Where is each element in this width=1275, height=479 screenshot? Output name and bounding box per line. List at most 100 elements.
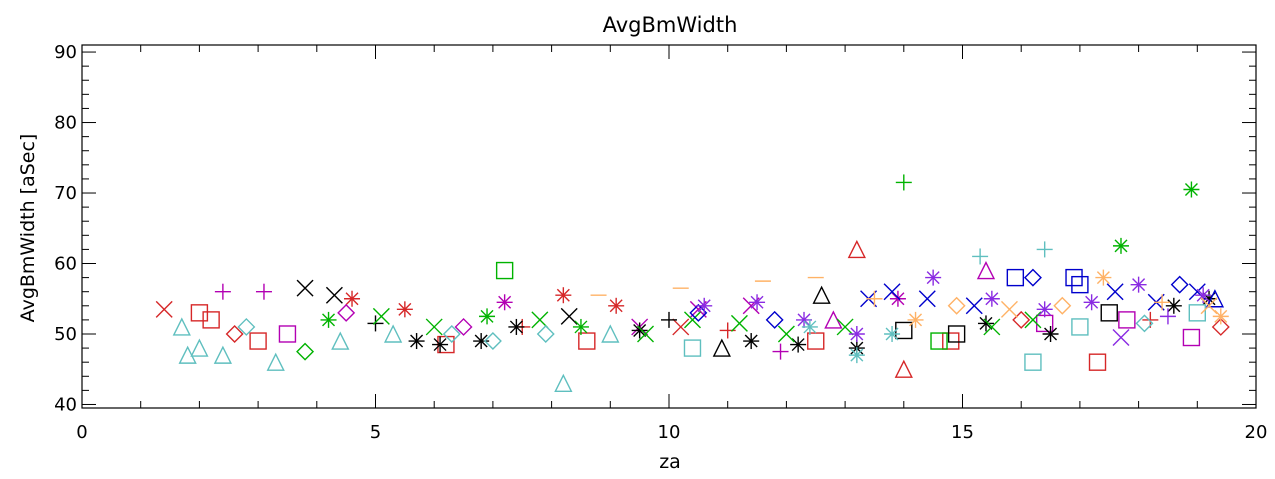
point-stroke [509, 320, 523, 334]
point-stroke [1038, 302, 1052, 316]
data-point-s6-p9 [1112, 329, 1130, 347]
data-point-s6-p5 [925, 269, 942, 286]
data-point-s1-p12 [608, 297, 625, 314]
data-point-s4-p2 [320, 311, 337, 328]
data-point-s5-p15 [1205, 289, 1225, 308]
point-stroke [1024, 311, 1042, 329]
y-tick-label: 90 [54, 42, 77, 63]
data-point-s8-p13 [1212, 308, 1229, 325]
data-point-s5-p13 [1170, 275, 1189, 294]
data-point-s1-p18 [942, 332, 960, 350]
point-stroke [1044, 327, 1058, 341]
point-stroke [633, 323, 647, 337]
y-tick-label: 60 [54, 254, 77, 275]
point-shape [947, 325, 966, 343]
point-shape [578, 332, 596, 350]
data-point-s2-p5 [454, 317, 473, 336]
data-point-s8-p9 [1053, 296, 1072, 315]
data-point-s2-p3 [278, 325, 297, 343]
point-stroke [556, 288, 570, 302]
data-point-s6-p4 [848, 325, 865, 342]
data-point-s4-p13 [836, 318, 854, 336]
data-point-s1-p4 [225, 325, 244, 343]
data-point-s6-p10 [1130, 276, 1147, 293]
data-point-s3-p8 [560, 307, 578, 325]
point-shape [930, 332, 948, 350]
data-point-s1-p3 [202, 311, 220, 329]
point-shape [1135, 314, 1154, 333]
data-point-s7-p11 [536, 325, 555, 343]
data-point-s3-p17 [947, 325, 966, 343]
point-stroke [744, 334, 758, 348]
data-point-s2-p4 [337, 303, 356, 322]
point-stroke [836, 318, 854, 336]
data-point-s4-p15 [930, 332, 948, 350]
data-point-s7-p7 [331, 331, 350, 350]
data-point-s6-p6 [983, 290, 1000, 307]
data-point-s3-p11 [712, 338, 731, 357]
data-point-s8-p11 [1154, 294, 1171, 311]
point-stroke [672, 318, 690, 336]
data-point-s6-p2 [749, 294, 766, 311]
data-point-s7-p9 [442, 325, 461, 343]
data-point-s3-p2 [325, 286, 343, 304]
point-stroke [1000, 300, 1018, 318]
data-point-s3-p1 [296, 279, 314, 297]
data-point-s7-p21 [1071, 318, 1089, 336]
data-point-s5-p5 [918, 290, 936, 308]
point-stroke [425, 318, 443, 336]
point-stroke [410, 334, 424, 348]
point-shape [249, 332, 267, 350]
point-shape [807, 332, 825, 350]
data-point-s3-p14 [812, 285, 831, 304]
point-stroke [683, 311, 701, 329]
point-shape [1182, 328, 1201, 347]
x-tick-label: 20 [1245, 422, 1268, 443]
point-stroke [1114, 239, 1128, 253]
data-point-s5-p8 [1023, 268, 1042, 287]
point-shape [1188, 304, 1207, 322]
plot-border [81, 44, 1257, 409]
x-tick-label: 15 [951, 422, 974, 443]
point-shape [601, 324, 620, 343]
data-point-s1-p13 [672, 318, 690, 336]
point-stroke [750, 295, 764, 309]
data-point-s2-p1 [214, 283, 231, 300]
point-stroke [325, 286, 343, 304]
data-point-s3-p7 [508, 318, 525, 335]
data-point-s5-p4 [883, 283, 901, 301]
point-shape [495, 261, 514, 280]
point-stroke [574, 320, 588, 334]
data-point-s7-p16 [848, 347, 865, 364]
data-point-s7-p2 [178, 345, 197, 364]
data-point-s3-p3 [367, 315, 384, 332]
data-point-s1-p2 [190, 304, 209, 322]
data-point-s5-p9 [1065, 268, 1083, 287]
data-point-s4-p5 [479, 308, 496, 325]
data-point-s4-p7 [531, 311, 549, 329]
data-point-s5-p11 [1106, 283, 1124, 301]
point-stroke [560, 307, 578, 325]
point-shape [337, 303, 356, 322]
data-point-s3-p9 [631, 322, 648, 339]
data-point-s5-p7 [1006, 268, 1025, 287]
data-point-s4-p1 [296, 342, 315, 361]
point-stroke [609, 299, 623, 313]
data-point-s7-p17 [884, 325, 901, 342]
point-shape [847, 239, 866, 259]
point-stroke [909, 313, 923, 327]
point-stroke [296, 279, 314, 297]
point-shape [383, 324, 403, 343]
data-point-s5-p6 [965, 297, 983, 315]
x-tick-label: 10 [658, 422, 681, 443]
point-shape [1023, 268, 1042, 287]
point-shape [202, 311, 220, 329]
point-shape [1006, 268, 1025, 287]
data-point-s4-p10 [683, 311, 701, 329]
point-stroke [398, 302, 412, 316]
point-stroke [797, 313, 811, 327]
data-point-s7-p13 [601, 324, 620, 343]
data-point-s7-p15 [801, 318, 818, 335]
data-point-s2-p15 [1118, 311, 1136, 329]
